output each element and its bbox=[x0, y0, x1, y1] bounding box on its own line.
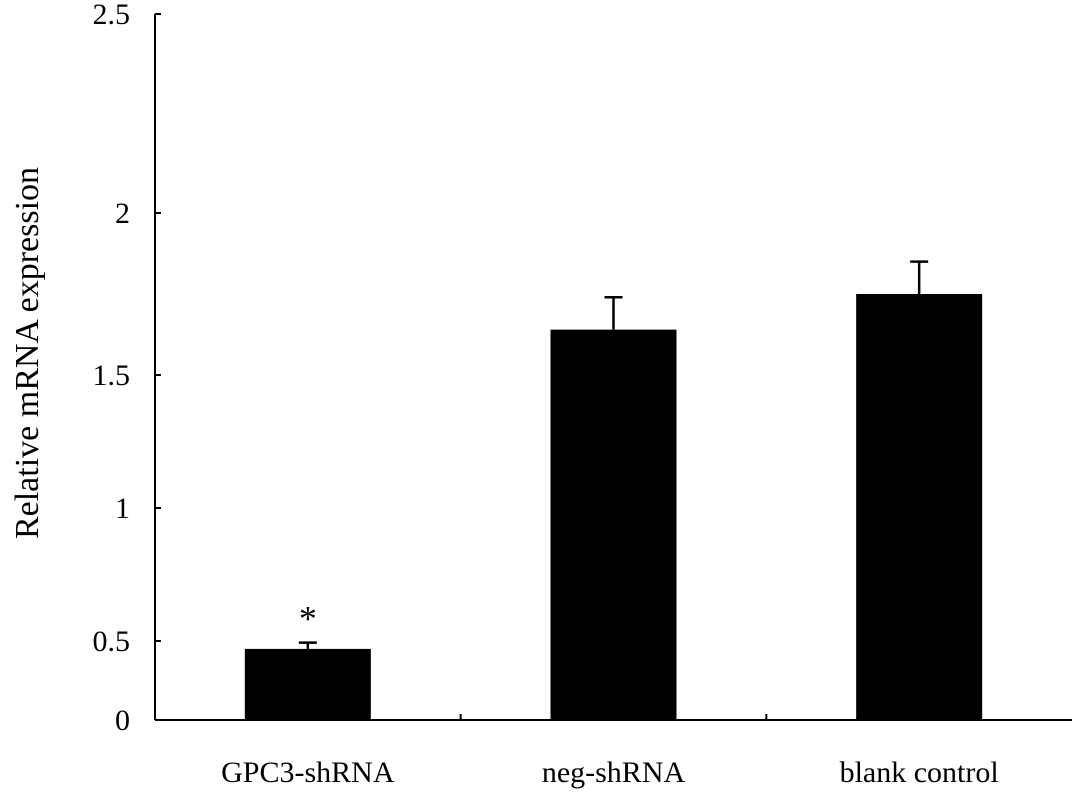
bar bbox=[856, 294, 983, 720]
significance-annotation: * bbox=[299, 599, 317, 639]
y-tick-label: 2 bbox=[115, 197, 130, 230]
x-category-label: GPC3-shRNA bbox=[221, 756, 395, 789]
y-tick-label: 2.5 bbox=[93, 0, 131, 31]
y-axis-label: Relative mRNA expression bbox=[9, 167, 46, 539]
x-category-label: neg-shRNA bbox=[542, 756, 686, 789]
bar bbox=[550, 329, 677, 720]
bar bbox=[244, 648, 371, 720]
y-tick-label: 1 bbox=[115, 492, 130, 525]
bars bbox=[244, 294, 983, 720]
y-tick-label: 0.5 bbox=[93, 625, 131, 658]
labels: 0 0.5 1 1.5 2 2.5 GPC3-shRNA * neg-shRNA blank co… bbox=[93, 0, 999, 789]
x-category-label: blank control bbox=[840, 756, 999, 789]
y-tick-label: 0 bbox=[115, 704, 130, 737]
error-bars bbox=[298, 260, 929, 649]
y-tick-label: 1.5 bbox=[93, 359, 131, 392]
